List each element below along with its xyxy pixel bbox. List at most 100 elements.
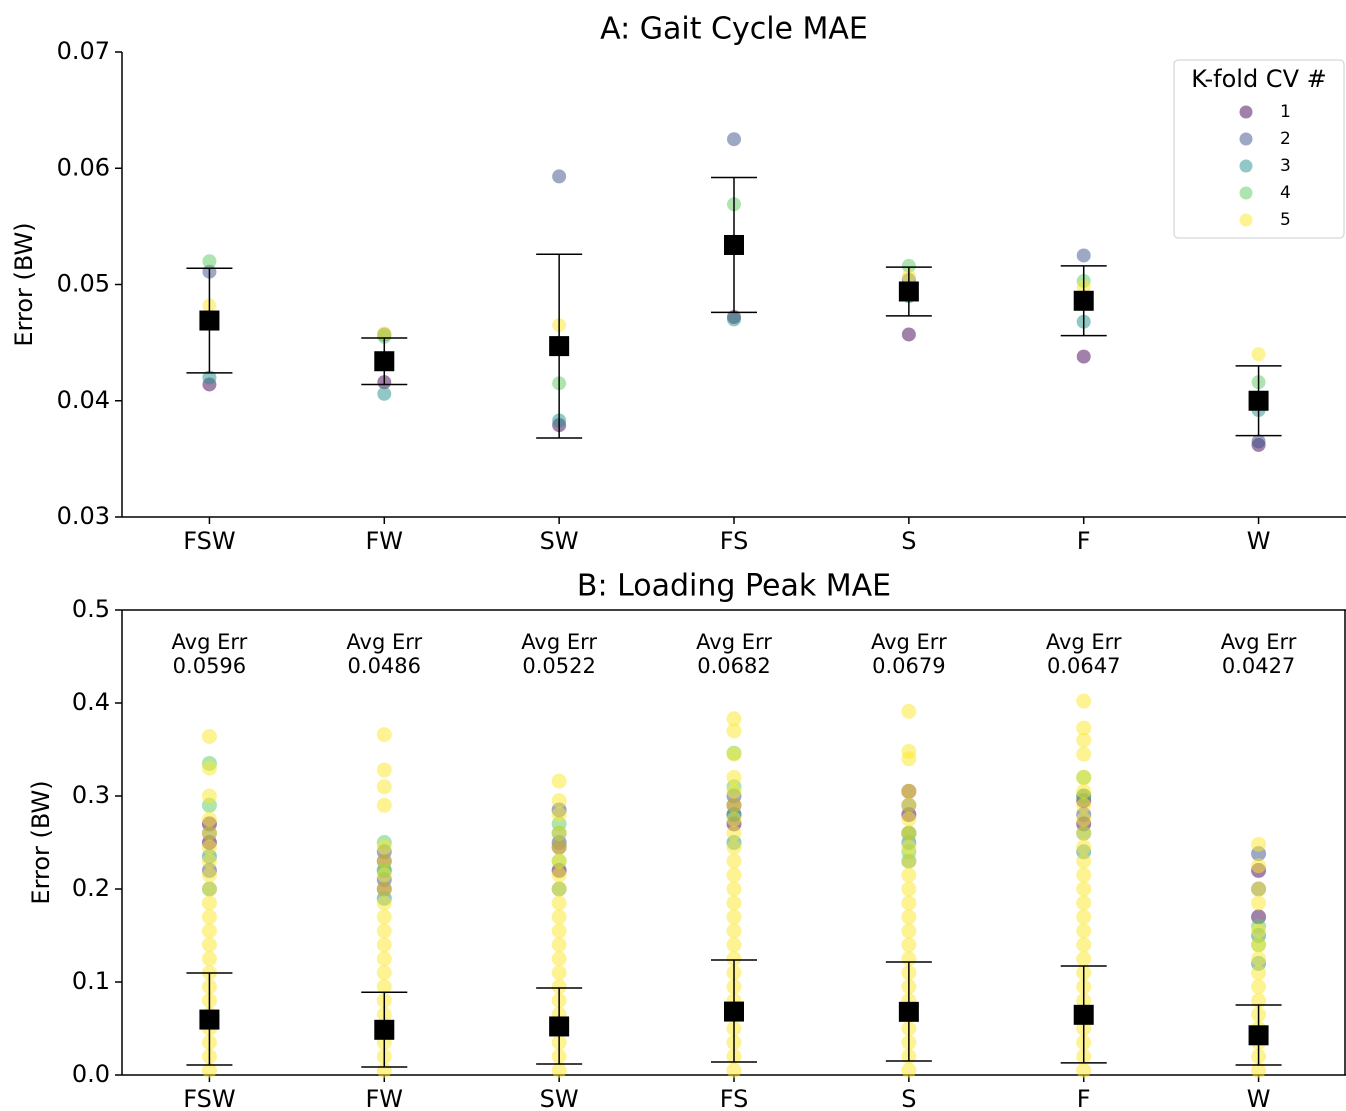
- data-point: [551, 867, 567, 883]
- data-point: [551, 895, 567, 911]
- data-point: [1251, 347, 1266, 362]
- data-point: [376, 797, 392, 813]
- data-point: [1251, 1062, 1267, 1078]
- data-point: [901, 867, 917, 883]
- data-point: [201, 728, 217, 744]
- mean-marker: [549, 336, 570, 357]
- x-tick-label: W: [1247, 527, 1271, 555]
- mean-marker: [898, 281, 919, 302]
- data-point: [901, 797, 917, 813]
- data-point: [1251, 858, 1267, 874]
- data-point: [1076, 720, 1092, 736]
- x-tick-label: SW: [540, 527, 579, 555]
- avg-error-label: Avg Err 0.0647: [1045, 630, 1122, 678]
- data-point: [901, 881, 917, 897]
- data-point: [1076, 797, 1092, 813]
- data-point: [726, 825, 742, 841]
- avg-error-label: Avg Err 0.0682: [696, 630, 772, 678]
- legend-box: [1173, 59, 1345, 239]
- data-point: [551, 773, 567, 789]
- y-tick-label: 0.2: [72, 874, 110, 902]
- legend-marker: [1239, 186, 1253, 200]
- data-point: [201, 839, 217, 855]
- avg-error-label: Avg Err 0.0679: [870, 630, 947, 678]
- data-point: [726, 881, 742, 897]
- data-point: [901, 909, 917, 925]
- x-tick-label: W: [1247, 1085, 1271, 1111]
- mean-marker: [549, 1016, 570, 1037]
- data-point: [1251, 836, 1267, 852]
- legend-label: 3: [1280, 156, 1291, 176]
- data-point: [1076, 853, 1092, 869]
- data-point: [726, 711, 742, 727]
- data-point: [1251, 979, 1267, 995]
- data-point: [726, 951, 742, 967]
- data-point: [1251, 434, 1266, 449]
- avg-error-label: Avg Err 0.0522: [521, 630, 598, 678]
- x-tick-label: FS: [720, 1085, 749, 1111]
- legend-title: K-fold CV #: [1191, 65, 1326, 93]
- y-tick-label: 0.04: [57, 386, 110, 414]
- mean-marker: [374, 1019, 395, 1040]
- data-point: [1076, 349, 1091, 364]
- data-point: [901, 1062, 917, 1078]
- data-point: [1076, 937, 1092, 953]
- legend-label: 1: [1280, 102, 1291, 122]
- data-point: [727, 132, 741, 147]
- data-point: [551, 937, 567, 953]
- x-tick-label: FW: [366, 1085, 404, 1111]
- data-point: [201, 825, 217, 841]
- data-point: [551, 951, 567, 967]
- data-point: [726, 811, 742, 827]
- data-point: [201, 951, 217, 967]
- y-tick-label: 0.1: [72, 967, 110, 995]
- data-point: [1076, 839, 1092, 855]
- data-point: [551, 881, 567, 897]
- data-point: [726, 723, 742, 739]
- data-point: [376, 909, 392, 925]
- y-axis-label: Error (BW): [10, 222, 38, 346]
- chart-title: B: Loading Peak MAE: [577, 569, 891, 604]
- data-point: [1076, 825, 1092, 841]
- data-point: [376, 951, 392, 967]
- mean-marker: [199, 1009, 220, 1030]
- mean-marker: [898, 1001, 919, 1022]
- data-point: [376, 779, 392, 795]
- data-point: [901, 743, 917, 759]
- data-point: [376, 979, 392, 995]
- data-point: [551, 965, 567, 981]
- data-point: [1251, 965, 1267, 981]
- data-point: [376, 937, 392, 953]
- data-point: [551, 807, 567, 823]
- x-tick-label: F: [1077, 527, 1091, 555]
- legend-label: 4: [1280, 183, 1291, 203]
- data-point: [901, 853, 917, 869]
- data-point: [726, 797, 742, 813]
- y-tick-label: 0.07: [57, 37, 110, 65]
- x-tick-label: S: [901, 527, 916, 555]
- data-point: [901, 923, 917, 939]
- data-point: [1076, 811, 1092, 827]
- data-point: [376, 762, 392, 778]
- data-point: [1076, 951, 1092, 967]
- data-point: [201, 853, 217, 869]
- data-point: [551, 825, 567, 841]
- legend-label: 5: [1280, 210, 1291, 230]
- y-tick-label: 0.4: [72, 688, 110, 716]
- data-point: [377, 386, 392, 401]
- avg-error-label: Avg Err 0.0486: [346, 630, 423, 678]
- avg-error-label: Avg Err 0.0427: [1220, 630, 1297, 678]
- data-point: [1076, 248, 1091, 263]
- data-point: [1076, 867, 1092, 883]
- data-point: [1076, 881, 1092, 897]
- data-point: [726, 783, 742, 799]
- data-point: [727, 312, 741, 327]
- mean-marker: [374, 351, 395, 372]
- data-point: [901, 811, 917, 827]
- data-point: [901, 895, 917, 911]
- data-point: [202, 254, 217, 269]
- legend-marker: [1239, 159, 1253, 173]
- data-point: [726, 867, 742, 883]
- data-point: [901, 839, 917, 855]
- data-point: [551, 853, 567, 869]
